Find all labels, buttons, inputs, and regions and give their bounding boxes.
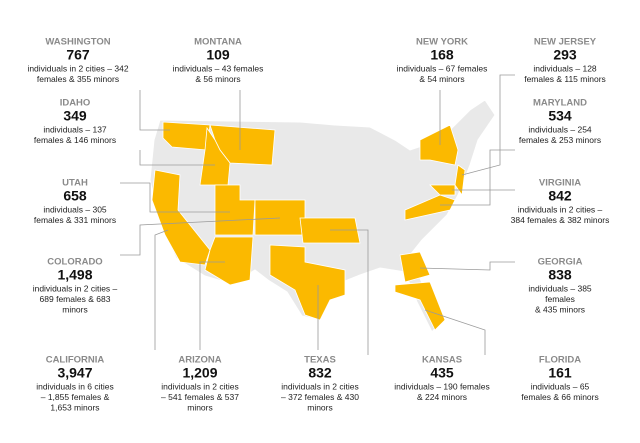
description: females <box>545 294 575 304</box>
count: 349 <box>63 108 87 124</box>
count: 658 <box>63 188 87 204</box>
description: & 54 minors <box>419 74 464 84</box>
state-name: COLORADO <box>47 257 102 268</box>
description: individuals – 190 females <box>394 381 489 391</box>
count: 293 <box>553 47 577 63</box>
description: & 224 minors <box>417 392 467 402</box>
state-name: UTAH <box>62 178 88 189</box>
state-name: KANSAS <box>422 355 462 366</box>
count: 3,947 <box>57 365 92 381</box>
state-texas <box>269 244 346 321</box>
description: individuals – 43 females <box>173 63 264 73</box>
description: females & 146 minors <box>34 135 116 145</box>
leader-lines <box>120 74 515 355</box>
leader-line <box>120 217 281 256</box>
description: 1,653 minors <box>50 402 99 412</box>
description: minors <box>62 304 88 314</box>
state-maryland <box>429 184 456 196</box>
state-name: MONTANA <box>194 37 242 48</box>
count: 109 <box>206 47 230 63</box>
count: 1,498 <box>57 267 92 283</box>
description: individuals – 67 females <box>397 63 488 73</box>
description: females & 66 minors <box>521 392 598 402</box>
count: 1,209 <box>182 365 217 381</box>
count: 435 <box>430 365 454 381</box>
count: 161 <box>548 365 572 381</box>
highlighted-states <box>151 121 466 331</box>
leader-line <box>424 309 486 355</box>
state-name: IDAHO <box>60 98 91 109</box>
state-colorado <box>254 199 306 236</box>
state-name: WASHINGTON <box>45 37 110 48</box>
count: 832 <box>308 365 332 381</box>
description: 689 females & 683 <box>40 294 111 304</box>
leader-line <box>199 261 225 350</box>
count: 767 <box>66 47 90 63</box>
state-name: VIRGINIA <box>539 178 581 189</box>
description: individuals in 6 cities <box>36 381 113 391</box>
leader-line <box>330 229 369 355</box>
count: 168 <box>430 47 454 63</box>
description: females & 253 minors <box>519 135 601 145</box>
leader-line <box>120 182 230 213</box>
description: individuals in 2 cities – <box>518 204 603 214</box>
leader-line <box>419 261 515 271</box>
leader-line <box>440 189 515 206</box>
description: – 541 females & 537 <box>161 392 239 402</box>
description: individuals – 137 <box>43 124 107 134</box>
description: individuals in 2 cities <box>281 381 358 391</box>
description: individuals in 2 cities – <box>33 283 118 293</box>
description: females & 331 minors <box>34 215 116 225</box>
state-name: CALIFORNIA <box>46 355 105 366</box>
description: individuals – 128 <box>533 63 597 73</box>
description: & 56 minors <box>195 74 240 84</box>
leader-line <box>452 149 515 191</box>
count: 534 <box>548 108 572 124</box>
state-name: GEORGIA <box>538 257 583 268</box>
state-name: ARIZONA <box>178 355 221 366</box>
description: individuals – 305 <box>43 204 107 214</box>
leader-line <box>154 229 169 350</box>
description: individuals in 2 cities <box>161 381 238 391</box>
description: individuals in 2 cities – 342 <box>27 63 128 73</box>
count: 842 <box>548 188 572 204</box>
leader-line <box>139 150 215 166</box>
leader-line <box>139 90 170 131</box>
state-name: NEW YORK <box>416 37 468 48</box>
description: individuals – 65 <box>531 381 590 391</box>
state-new-york <box>419 124 459 166</box>
description: & 435 minors <box>535 304 585 314</box>
description: minors <box>307 402 333 412</box>
state-georgia <box>399 251 431 283</box>
state-name: MARYLAND <box>533 98 587 109</box>
description: individuals – 385 <box>528 283 592 293</box>
description: – 372 females & 430 <box>281 392 359 402</box>
state-florida <box>394 281 446 331</box>
leader-line <box>461 74 515 176</box>
state-name: FLORIDA <box>539 355 581 366</box>
state-name: NEW JERSEY <box>534 37 597 48</box>
description: individuals – 254 <box>528 124 592 134</box>
state-arizona <box>204 236 254 286</box>
state-name: TEXAS <box>304 355 336 366</box>
description: minors <box>187 402 213 412</box>
description: females & 355 minors <box>37 74 119 84</box>
state-new-jersey <box>454 164 466 197</box>
description: 384 females & 382 minors <box>511 215 610 225</box>
state-washington <box>162 121 211 151</box>
count: 838 <box>548 267 572 283</box>
state-idaho <box>199 126 231 186</box>
state-kansas <box>299 217 361 244</box>
description: – 1,855 females & <box>41 392 110 402</box>
description: females & 115 minors <box>524 74 606 84</box>
